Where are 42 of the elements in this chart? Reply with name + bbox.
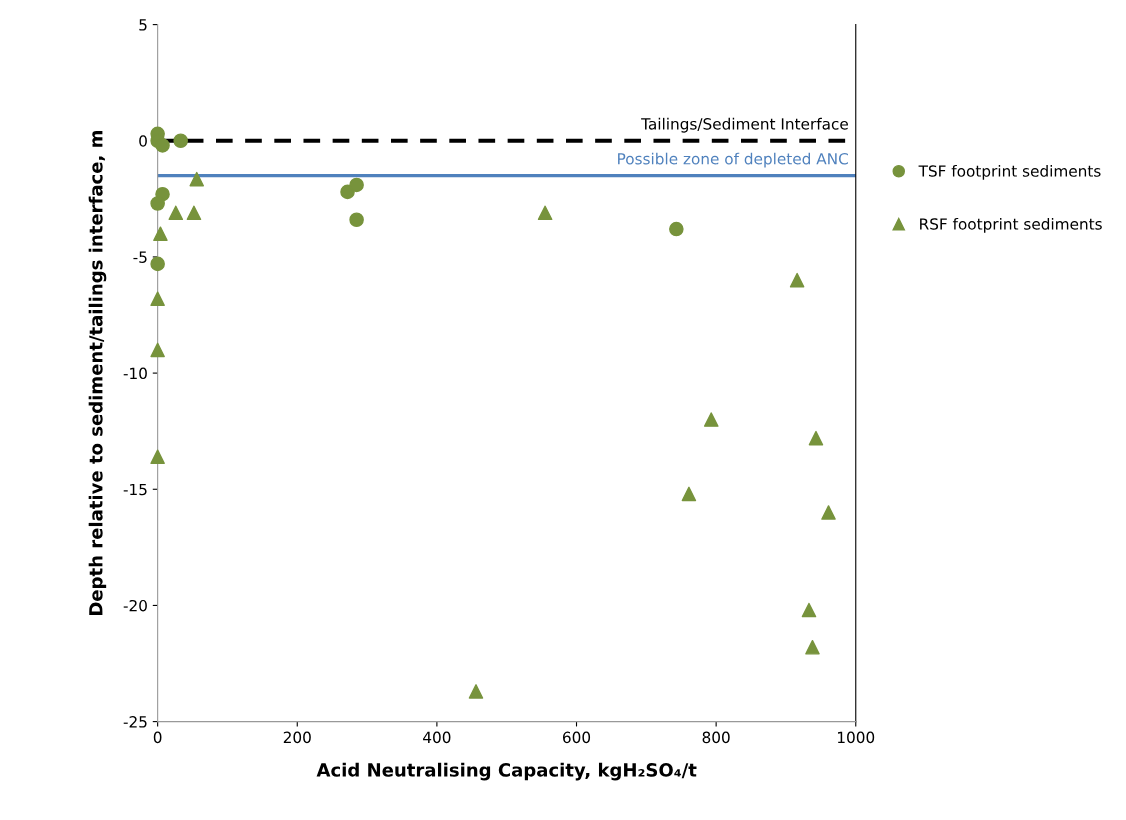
y-tick-label: -10 xyxy=(123,367,147,380)
x-tick-label: 600 xyxy=(563,731,591,744)
y-tick-label: 0 xyxy=(139,135,147,147)
y-tick-label: -5 xyxy=(133,251,147,263)
point xyxy=(703,412,719,427)
point xyxy=(168,205,184,221)
y-tick-label: -15 xyxy=(123,483,147,496)
point xyxy=(150,291,165,307)
point xyxy=(150,256,165,272)
x-tick-label: 0 xyxy=(153,731,162,744)
point xyxy=(681,486,697,502)
point xyxy=(669,221,684,237)
point xyxy=(537,205,553,221)
point xyxy=(155,138,170,153)
ref-line-label: Possible zone of depleted ANC xyxy=(618,152,848,168)
point xyxy=(150,196,165,211)
x-tick-label: 400 xyxy=(423,731,451,744)
point xyxy=(189,171,205,187)
point xyxy=(468,684,484,699)
point xyxy=(821,505,836,520)
y-tick-label: -25 xyxy=(123,716,147,728)
x-tick-label: 1000 xyxy=(838,731,875,744)
point xyxy=(153,226,168,241)
point xyxy=(805,639,820,655)
point xyxy=(349,212,364,228)
ref-line-label: Tailings/Sediment Interface xyxy=(641,117,848,133)
legend-label: TSF footprint sediments xyxy=(918,164,1101,180)
legend-label: RSF footprint sediments xyxy=(920,217,1102,233)
x-axis-title: Acid Neutralising Capacity, kgH₂SO₄/t xyxy=(316,762,697,781)
point xyxy=(789,272,805,288)
y-axis-title: Depth relative to sediment/tailings interface, m xyxy=(88,130,107,615)
point xyxy=(808,430,824,446)
point xyxy=(186,205,202,221)
point xyxy=(150,342,165,358)
x-tick-label: 800 xyxy=(702,731,730,744)
point xyxy=(801,602,817,618)
y-tick-label: 5 xyxy=(139,19,147,31)
point xyxy=(173,133,188,149)
x-tick-label: 200 xyxy=(283,731,311,744)
point xyxy=(150,449,165,465)
point xyxy=(349,177,364,193)
y-tick-label: -20 xyxy=(123,599,147,612)
